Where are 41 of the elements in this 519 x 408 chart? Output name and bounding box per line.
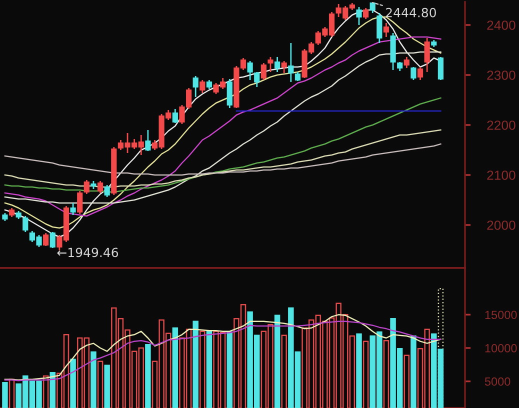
y-tick-label: 15000 — [485, 310, 517, 320]
candlestick — [404, 56, 410, 69]
candlestick — [226, 78, 232, 109]
candlestick — [77, 190, 83, 215]
y-tick-label: 2100 — [487, 170, 516, 180]
candlestick — [97, 180, 104, 194]
y-tick-label: 2200 — [487, 120, 516, 130]
candlestick — [70, 202, 76, 216]
y-tick-label: 5000 — [484, 377, 510, 386]
candlestick — [254, 71, 260, 88]
candlestick — [424, 37, 430, 73]
candlestick — [438, 56, 444, 81]
y-tick-label: 2000 — [487, 220, 516, 230]
candlestick — [376, 12, 382, 44]
line-series — [4, 143, 442, 176]
y-tick-label: 2400 — [487, 20, 516, 30]
candlestick — [192, 75, 198, 98]
candlestick — [247, 60, 253, 81]
candlestick — [145, 129, 151, 152]
candlestick — [172, 108, 178, 124]
candlestick — [268, 56, 274, 73]
candlestick — [50, 231, 56, 249]
candlestick — [104, 184, 110, 198]
annotation: 2444.80 — [386, 8, 436, 18]
line-series — [4, 36, 442, 217]
candlestick — [288, 42, 294, 83]
candlestick — [417, 66, 424, 81]
candlestick — [383, 22, 390, 38]
candlestick — [260, 62, 266, 81]
candlestick — [281, 60, 287, 74]
y-tick-label: 2300 — [487, 70, 516, 80]
candlestick — [22, 215, 28, 233]
candlestick — [84, 179, 90, 195]
candlestick — [410, 66, 416, 81]
candlestick — [43, 232, 49, 247]
candlestick — [274, 56, 280, 73]
candlestick — [363, 7, 369, 20]
candlestick — [356, 6, 362, 26]
annotation: ←1949.46 — [57, 248, 118, 258]
candlestick — [200, 79, 206, 94]
y-tick-label: 10000 — [485, 344, 517, 352]
